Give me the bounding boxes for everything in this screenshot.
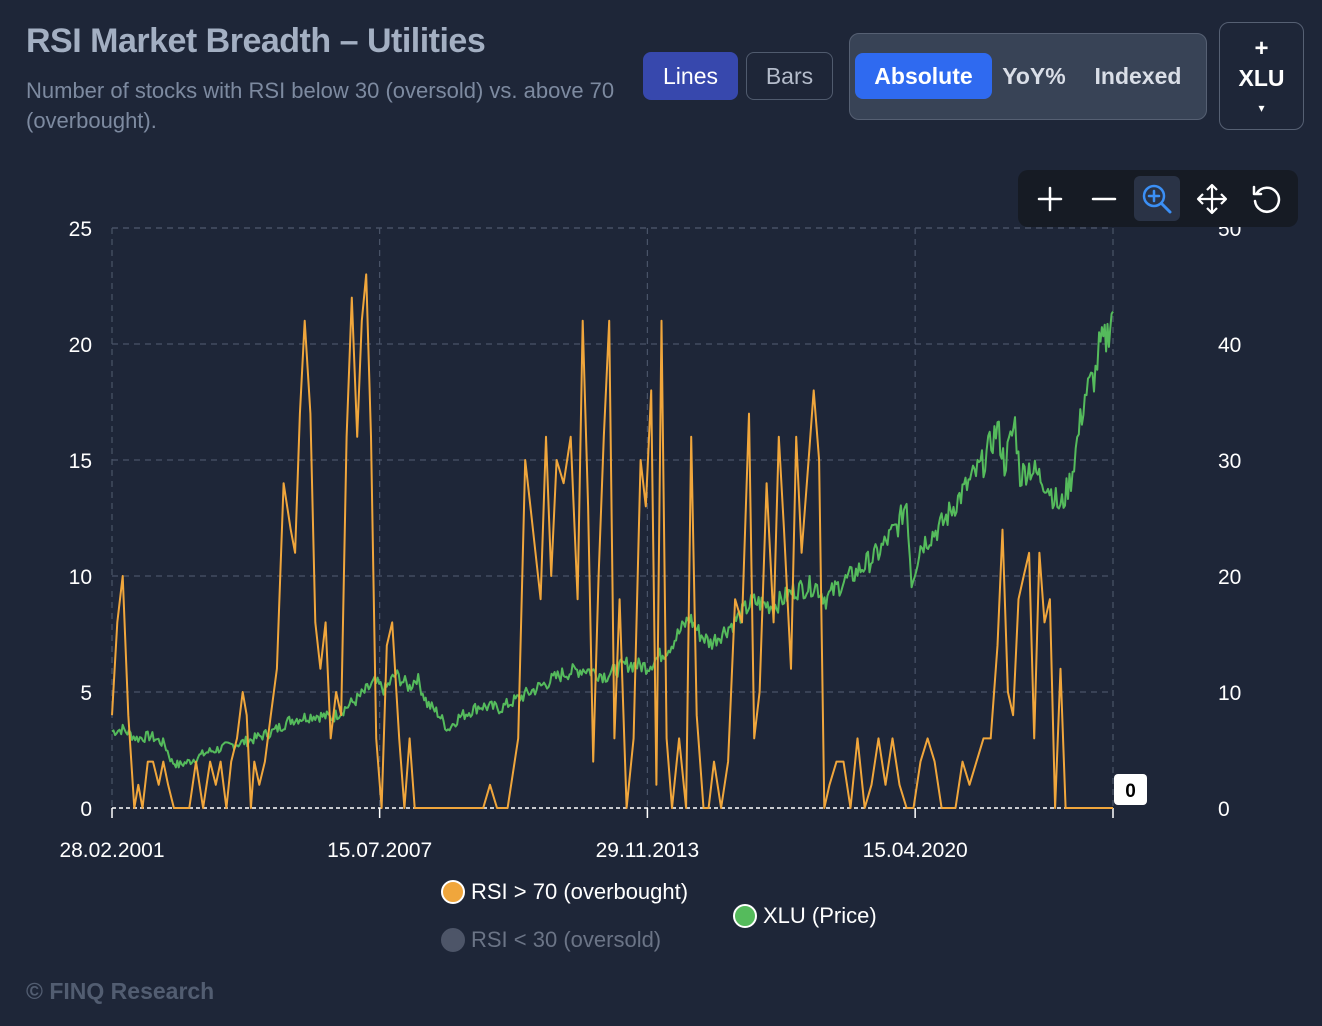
chevron-down-icon: ▾ <box>1258 101 1265 115</box>
legend-label-price: XLU (Price) <box>763 903 877 928</box>
pan-icon <box>1196 183 1228 214</box>
y-left-tick-label: 15 <box>69 450 92 473</box>
zoom-icon <box>1142 184 1172 213</box>
page-subtitle: Number of stocks with RSI below 30 (over… <box>26 78 615 133</box>
y-right-tick-label: 10 <box>1218 682 1241 705</box>
absolute-button[interactable]: Absolute <box>855 53 992 99</box>
y-right-tick-label: 20 <box>1218 566 1241 589</box>
reset-icon <box>1252 185 1281 213</box>
y-left-tick-label: 10 <box>69 566 92 589</box>
bars-button[interactable]: Bars <box>746 52 833 100</box>
legend-marker-price <box>733 904 757 928</box>
legend-marker-oversold <box>441 928 465 952</box>
y-left-tick-label: 20 <box>69 334 92 357</box>
indexed-button[interactable]: Indexed <box>1094 62 1182 89</box>
y-left-tick-label: 5 <box>80 682 92 705</box>
last-value-badge-bg <box>1114 774 1147 805</box>
x-tick-label: 15.07.2007 <box>327 839 432 862</box>
yoy-percent-label: % <box>1045 62 1066 89</box>
chart-toolbar <box>1018 170 1298 227</box>
zoom-out-button[interactable] <box>1081 176 1127 221</box>
pan-button[interactable] <box>1189 176 1235 221</box>
y-right-tick-label: 40 <box>1218 334 1241 357</box>
minus-icon <box>1091 197 1117 200</box>
yoy-label: YoY <box>1002 62 1046 89</box>
y-right-tick-label: 30 <box>1218 450 1241 473</box>
reset-zoom-button[interactable] <box>1243 176 1289 221</box>
y-left-tick-label: 25 <box>69 218 92 241</box>
y-right-tick-label: 0 <box>1218 798 1230 821</box>
x-tick-label: 28.02.2001 <box>59 839 164 862</box>
legend-marker-overbought <box>441 880 465 904</box>
x-tick-label: 29.11.2013 <box>596 839 700 862</box>
ticker-name: XLU <box>1238 65 1285 91</box>
last-value-label: 0 <box>1125 781 1136 802</box>
yoy-percent-button[interactable]: YoY % <box>998 44 1070 108</box>
plus-icon <box>1037 186 1063 211</box>
add-ticker-icon: + <box>1254 35 1269 62</box>
lines-button[interactable]: Lines <box>643 52 738 100</box>
chart-labels: 0 <box>1114 774 1147 805</box>
legend-item-oversold[interactable]: RSI < 30 (oversold) <box>441 927 661 953</box>
price-series-line <box>111 310 1114 769</box>
copyright-footer: © FINQ Research <box>26 978 215 1004</box>
legend-item-price[interactable]: XLU (Price) <box>733 903 877 929</box>
x-tick-label: 15.04.2020 <box>863 839 968 862</box>
last-value-badge: 0 <box>1114 774 1147 805</box>
ticker-dropdown[interactable]: + XLU ▾ <box>1219 22 1304 130</box>
chart-series <box>111 273 1114 809</box>
y-left-tick-label: 0 <box>80 798 92 821</box>
legend-label-oversold: RSI < 30 (oversold) <box>471 927 662 952</box>
page-title: RSI Market Breadth – Utilities <box>26 22 486 60</box>
legend-item-overbought[interactable]: RSI > 70 (overbought) <box>441 879 688 905</box>
overbought-series-line <box>111 273 1113 809</box>
legend-label-overbought: RSI > 70 (overbought) <box>471 879 689 904</box>
zoom-in-button[interactable] <box>1027 176 1073 221</box>
selection-zoom-button[interactable] <box>1134 176 1180 221</box>
